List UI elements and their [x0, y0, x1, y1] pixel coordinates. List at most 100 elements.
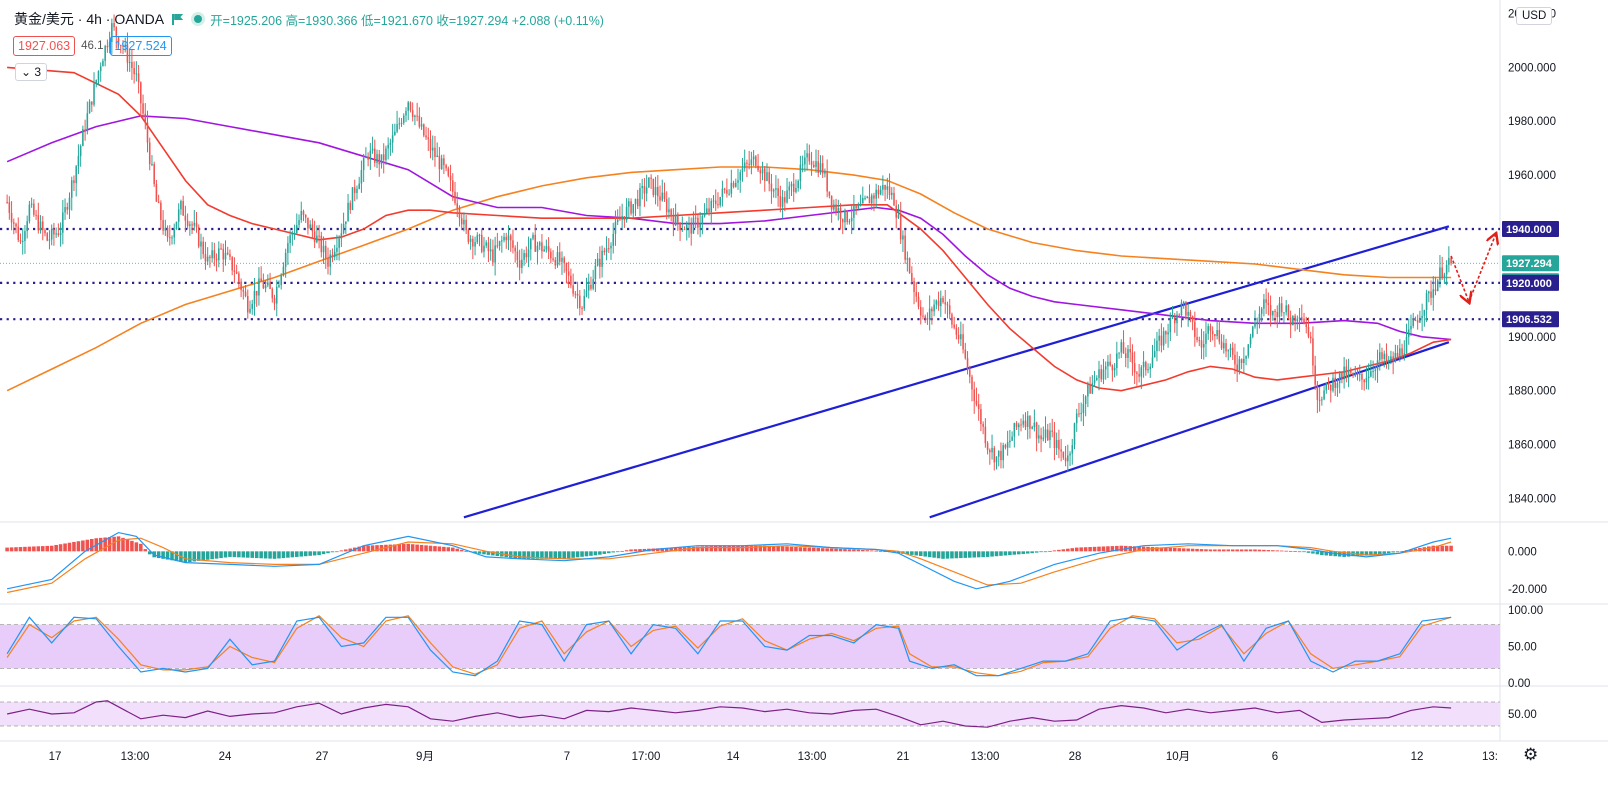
candle — [222, 243, 225, 272]
candle-body — [469, 238, 472, 242]
candle-body — [356, 188, 358, 194]
candle-body — [984, 426, 987, 444]
candle — [396, 110, 398, 134]
macd-histogram-bar — [81, 540, 85, 552]
price-tick-label: 2000.000 — [1508, 62, 1556, 74]
candle-body — [971, 376, 973, 390]
symbol-title[interactable]: 黄金/美元 · 4h · OANDA — [14, 11, 165, 27]
candle — [1145, 360, 1147, 376]
candle-body — [1425, 293, 1428, 310]
candle — [15, 222, 17, 234]
indicators-collapse-button[interactable]: ⌄ 3 — [15, 63, 48, 81]
candle-body — [1296, 318, 1299, 322]
ask-price-button[interactable]: 1927.524 — [109, 36, 172, 56]
macd-histogram-bar — [196, 551, 201, 561]
candle-body — [654, 186, 657, 195]
macd-histogram-bar — [785, 546, 789, 552]
candle-body — [1383, 353, 1386, 360]
currency-button[interactable]: USD — [1516, 7, 1553, 25]
gear-icon[interactable]: ⚙ — [1523, 745, 1539, 764]
trend-channel[interactable] — [463, 225, 1450, 519]
candle-body — [1089, 384, 1091, 394]
candle-body — [271, 288, 274, 299]
candle — [1432, 276, 1435, 311]
candle — [1120, 339, 1123, 359]
candle — [612, 222, 615, 254]
candle — [674, 203, 677, 227]
macd-histogram-bar — [963, 551, 968, 558]
candle — [1401, 343, 1403, 360]
macd-histogram-bar — [540, 551, 544, 559]
candle — [786, 178, 788, 204]
candle — [97, 70, 100, 85]
candle — [641, 178, 643, 200]
candle-body — [1035, 422, 1038, 439]
candle-body — [111, 23, 113, 42]
candle-body — [1000, 450, 1002, 461]
macd-histogram-bar — [459, 549, 464, 552]
macd-histogram-bar — [776, 546, 780, 552]
candle-body — [6, 202, 8, 204]
candle-body — [1254, 323, 1256, 327]
candle-body — [619, 219, 621, 221]
candle — [616, 209, 619, 226]
candle-body — [1374, 369, 1377, 372]
candle-body — [1133, 363, 1136, 373]
candle-body — [1229, 347, 1232, 351]
candle — [935, 299, 938, 310]
candle-body — [884, 184, 886, 190]
candle — [93, 72, 95, 107]
macd-histogram-bar — [669, 547, 673, 552]
macd-histogram-bar — [339, 550, 344, 552]
macd-histogram-bar — [415, 544, 419, 552]
candle-body — [761, 168, 764, 174]
candle-body — [763, 168, 766, 182]
candle — [897, 204, 900, 219]
time-tick-label: 14 — [727, 751, 740, 763]
macd-histogram-bar — [183, 551, 188, 563]
macd-histogram-bar — [535, 551, 540, 559]
macd-histogram-bar — [566, 551, 571, 559]
candle — [115, 26, 118, 49]
candle — [1015, 421, 1018, 430]
macd-histogram-bar — [620, 550, 624, 552]
candle — [1185, 300, 1187, 320]
macd-tick-label: -20.000 — [1508, 584, 1547, 596]
candle-body — [1011, 436, 1013, 441]
candle-body — [688, 224, 690, 226]
candle-body — [652, 178, 655, 195]
candle-body — [1153, 351, 1156, 358]
candle — [951, 312, 953, 329]
macd-histogram-bar — [437, 546, 442, 552]
candle — [801, 155, 804, 173]
candle — [752, 150, 755, 167]
bid-price-button[interactable]: 1927.063 — [13, 36, 76, 56]
horizontal-levels[interactable] — [0, 227, 1500, 321]
candle-body — [625, 206, 628, 221]
candle — [587, 273, 590, 299]
macd-histogram-bar — [103, 537, 107, 552]
candle — [547, 237, 550, 259]
candle — [1011, 431, 1013, 441]
flag-icon[interactable] — [172, 14, 182, 25]
candle-body — [200, 241, 202, 247]
macd-histogram-bar — [967, 551, 972, 558]
candle — [1147, 363, 1149, 374]
macd-histogram-bar — [745, 545, 749, 552]
candle — [1399, 339, 1401, 362]
candle — [229, 249, 231, 261]
candle-body — [365, 156, 367, 158]
candle — [1294, 313, 1296, 332]
candle-body — [596, 258, 599, 266]
candle-body — [414, 115, 416, 118]
forecast-arrows[interactable] — [1450, 234, 1496, 301]
candle — [155, 179, 158, 202]
candle — [264, 280, 267, 293]
time-axis[interactable]: 17 13:00 24 27 9月 7 17:00 14 13:00 21 13:00 28 10月 6 1… — [49, 751, 1498, 763]
candle-body — [659, 196, 661, 201]
candle — [387, 137, 389, 160]
price-label-text: 1920.000 — [1506, 278, 1552, 290]
macd-histogram-bar — [139, 543, 143, 552]
candle — [1316, 381, 1319, 414]
